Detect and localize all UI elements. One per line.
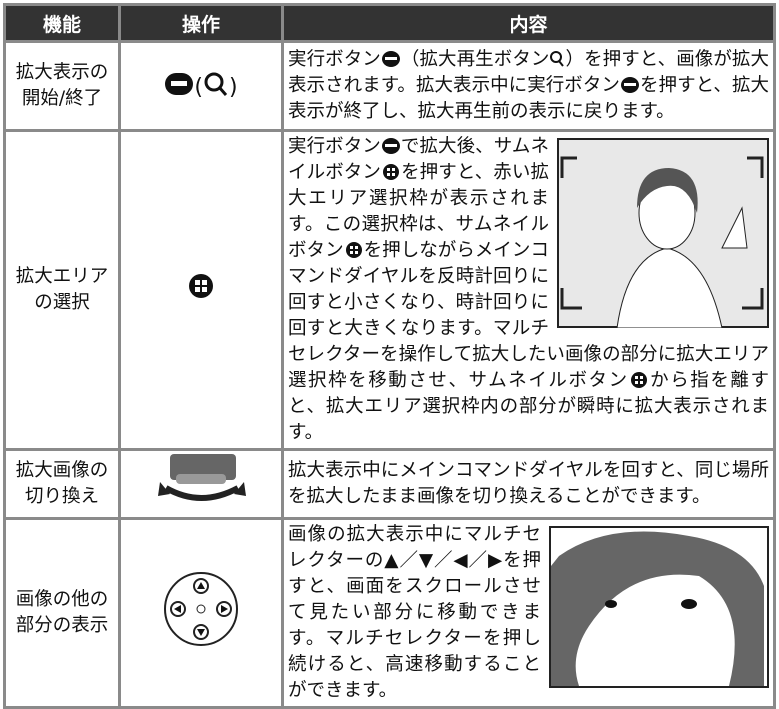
line: 画像の他の (15, 589, 109, 610)
text: 実行ボタン (288, 49, 381, 70)
text: で拡大後、サムネイルボタン (288, 136, 549, 183)
page: 機能 操作 内容 拡大表示の開始/終了 () 実行ボタン （拡大再生ボタン ）を押すと、… (3, 3, 776, 709)
manual-table: 機能 操作 内容 拡大表示の開始/終了 () 実行ボタン （拡大再生ボタン ）を押すと、… (3, 3, 776, 709)
enter-icon (381, 51, 400, 67)
function-cell: 拡大表示の開始/終了 (6, 43, 118, 129)
header-operation: 操作 (121, 6, 281, 40)
function-cell: 拡大エリア の選択 (6, 132, 118, 448)
paren: ( (194, 74, 203, 100)
text: 拡大表示中にメインコマンドダイヤルを回すと、同じ場所を拡大したまま画像を切り換え… (288, 460, 769, 507)
line: 拡大表示の (15, 62, 109, 83)
content-cell: 画像の拡大表示中にマルチセレクターの▲／▼／◀／▶を押すと、画面をスクロールさせ… (284, 520, 773, 706)
content-cell: 実行ボタン で拡大後、サムネイルボタン を押すと、赤い拡大エリア選択枠が表示されます… (284, 132, 773, 448)
enter-icon (620, 77, 639, 93)
text: 画像の拡大表示中にマルチセレクターの▲／▼／◀／▶を押すと、画面をスクロールさせ… (288, 524, 541, 701)
thumbnail-icon (345, 242, 362, 258)
operation-cell: () (121, 43, 281, 129)
operation-cell (121, 520, 281, 706)
thumbnail-icon (382, 164, 399, 180)
paren: ) (229, 74, 238, 100)
line: 部分の表示 (15, 615, 109, 636)
zoom-icon (204, 72, 228, 96)
text: ）を押すと、画像が拡大表示されます。拡大表示中に実行ボタン (288, 49, 769, 96)
text: を押すと、拡大表示が終了し、拡大再生前の表示に戻ります。 (288, 75, 770, 122)
dial-image (158, 454, 246, 501)
operation-cell (121, 132, 281, 448)
function-cell: 拡大画像の 切り換え (6, 451, 118, 517)
line: 開始/終了 (21, 88, 103, 109)
line: の選択 (34, 292, 90, 313)
line: 切り換え (24, 486, 99, 507)
closeup-image (549, 526, 769, 688)
enter-icon (165, 72, 194, 95)
text: を押しながらメインコマンドダイヤルを反時計回りに回すと小さくなり、時計回りに回す… (288, 240, 769, 391)
thumbnail-icon (630, 372, 647, 388)
enter-icon (381, 138, 400, 154)
portrait-image (557, 138, 769, 328)
content-cell: 実行ボタン （拡大再生ボタン ）を押すと、画像が拡大表示されます。拡大表示中に実行ボ… (284, 43, 773, 129)
header-function: 機能 (6, 6, 118, 40)
content-cell: 拡大表示中にメインコマンドダイヤルを回すと、同じ場所を拡大したまま画像を切り換え… (284, 451, 773, 517)
header-content: 内容 (284, 6, 773, 40)
function-cell: 画像の他の部分の表示 (6, 520, 118, 706)
thumbnail-icon (189, 274, 213, 298)
multi-selector-icon (164, 572, 238, 646)
line: 拡大画像の (15, 460, 109, 481)
zoom-icon (550, 51, 565, 67)
text: 実行ボタン (288, 136, 381, 157)
text: を押すと、赤い拡大エリア選択枠が表示されます。この選択枠は、サムネイルボタン (288, 162, 549, 261)
text: から指を離すと、拡大エリア選択枠内の部分が瞬時に拡大表示されます。 (288, 370, 769, 443)
operation-cell (121, 451, 281, 517)
text: （拡大再生ボタン (400, 49, 550, 70)
line: 拡大エリア (15, 266, 109, 287)
